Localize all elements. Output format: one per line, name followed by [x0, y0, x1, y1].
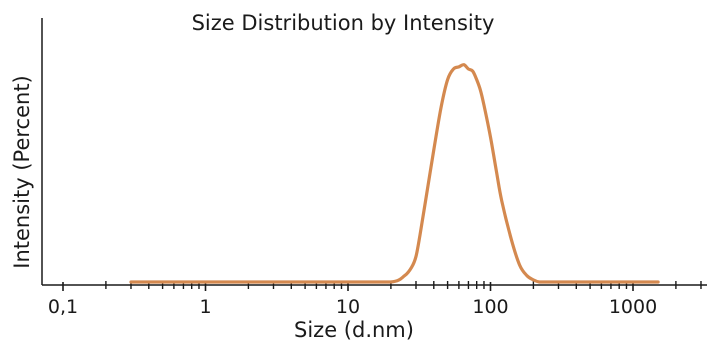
- x-tick-label: 100: [472, 296, 508, 318]
- x-axis-label: Size (d.nm): [294, 318, 414, 342]
- x-tick-label: 1: [199, 296, 211, 318]
- axes-group: [41, 18, 707, 286]
- x-tick-label: 10: [336, 296, 360, 318]
- x-axis-tick-labels: 0,1 1 10 100 1000: [48, 296, 657, 318]
- x-tick-label: 0,1: [48, 296, 78, 318]
- chart-title: Size Distribution by Intensity: [192, 11, 495, 35]
- series-line-size-distribution: [129, 63, 660, 284]
- y-axis-label: Intensity (Percent): [10, 75, 34, 268]
- x-tick-label: 1000: [609, 296, 657, 318]
